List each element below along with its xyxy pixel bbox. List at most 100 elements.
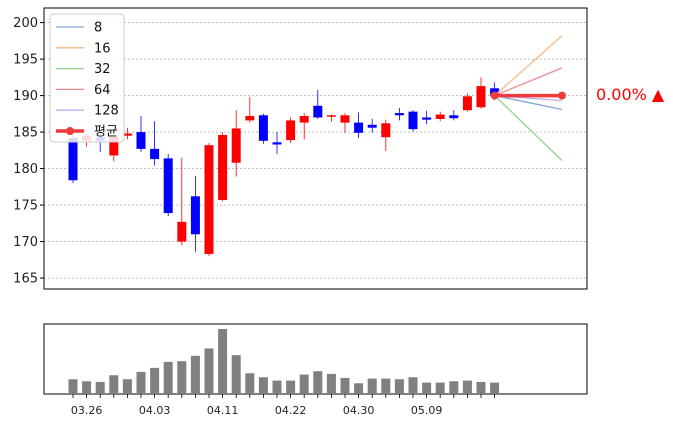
x-tick-label: 04.11 bbox=[207, 404, 239, 417]
volume-bar bbox=[245, 373, 255, 394]
candle-body bbox=[313, 105, 323, 118]
legend-label: 128 bbox=[94, 104, 119, 119]
candle bbox=[150, 121, 160, 166]
candle bbox=[245, 97, 255, 123]
y-tick-label: 170 bbox=[13, 235, 38, 250]
legend-item: 128 bbox=[56, 104, 119, 119]
candle bbox=[381, 119, 391, 152]
volume-bar bbox=[136, 371, 146, 394]
legend-frame bbox=[49, 13, 125, 143]
projection-line-8 bbox=[494, 94, 563, 111]
volume-bar bbox=[95, 381, 105, 394]
candle bbox=[272, 132, 282, 154]
volume-bar bbox=[150, 367, 160, 394]
volume-bar bbox=[231, 355, 241, 394]
volume-bar bbox=[177, 361, 187, 394]
candle bbox=[476, 77, 486, 109]
candle-body bbox=[340, 115, 350, 123]
projection-line-64 bbox=[494, 67, 563, 97]
volume-bar bbox=[218, 329, 228, 394]
candle-body bbox=[122, 133, 132, 136]
candle bbox=[218, 132, 228, 202]
candle-body bbox=[394, 113, 404, 116]
candle-body bbox=[109, 136, 119, 156]
candle bbox=[177, 157, 187, 246]
volume-bar bbox=[204, 348, 214, 394]
x-tick-label: 03.26 bbox=[71, 404, 103, 417]
volume-bar bbox=[408, 377, 418, 394]
volume-bar bbox=[354, 383, 364, 394]
y-tick-label: 195 bbox=[13, 53, 38, 68]
candle-body bbox=[286, 120, 296, 141]
candle bbox=[408, 110, 418, 132]
y-tick-label: 175 bbox=[13, 199, 38, 214]
price-panel: 165 170 175 180 185 190 195 200 0.00% ▲ 8 16 32 64… bbox=[13, 7, 665, 290]
x-tick-label: 04.22 bbox=[275, 404, 307, 417]
volume-panel: 03.26 04.03 04.11 04.22 04.30 05.09 bbox=[43, 323, 588, 417]
candle bbox=[122, 127, 132, 140]
candle-body bbox=[422, 117, 432, 120]
candle bbox=[286, 117, 296, 144]
legend-item: 16 bbox=[56, 41, 111, 56]
volume-bar bbox=[190, 355, 200, 394]
volume-bar bbox=[449, 381, 459, 394]
candle bbox=[204, 143, 214, 257]
candle bbox=[367, 118, 377, 133]
volume-x-ticks: 03.26 04.03 04.11 04.22 04.30 05.09 bbox=[71, 394, 496, 417]
volume-bar bbox=[340, 377, 350, 394]
candle-body bbox=[68, 137, 78, 181]
candle bbox=[422, 110, 432, 125]
legend-item: 64 bbox=[56, 83, 111, 98]
legend-item: 평균 bbox=[56, 125, 118, 140]
volume-bar bbox=[422, 382, 432, 394]
volume-bar bbox=[490, 382, 500, 394]
candle-body bbox=[299, 116, 309, 123]
volume-bar bbox=[82, 381, 92, 394]
candle bbox=[258, 113, 268, 144]
projection-average-start-marker bbox=[490, 91, 499, 100]
volume-bar bbox=[367, 378, 377, 394]
candle-body bbox=[245, 116, 255, 121]
projection-line-32 bbox=[494, 95, 563, 162]
candle bbox=[340, 113, 350, 133]
price-panel-frame bbox=[43, 7, 588, 290]
candle-body bbox=[150, 148, 160, 160]
projection-line-16 bbox=[494, 35, 563, 97]
volume-bar bbox=[286, 380, 296, 394]
legend-item: 8 bbox=[56, 21, 102, 36]
candle-body bbox=[136, 132, 146, 149]
candle-body bbox=[177, 221, 187, 242]
candle-body bbox=[272, 142, 282, 145]
candle bbox=[136, 116, 146, 152]
candle bbox=[394, 107, 404, 121]
candle-body bbox=[204, 145, 214, 254]
x-tick-label: 05.09 bbox=[411, 404, 443, 417]
candle bbox=[190, 175, 200, 252]
candle-body bbox=[218, 134, 228, 200]
y-tick-label: 165 bbox=[13, 272, 38, 287]
legend-label: 8 bbox=[94, 21, 102, 36]
legend-label: 16 bbox=[94, 41, 111, 56]
candle-body bbox=[190, 196, 200, 235]
candle-body bbox=[258, 115, 268, 141]
projection-lines bbox=[490, 35, 566, 162]
candle-body bbox=[476, 86, 486, 108]
legend-items: 8 16 32 64 128 평균 bbox=[56, 21, 119, 140]
volume-bar bbox=[299, 374, 309, 394]
volume-bar bbox=[313, 371, 323, 394]
projection-average-end-marker bbox=[558, 91, 566, 100]
candle bbox=[449, 110, 459, 121]
candle bbox=[462, 93, 472, 112]
candle-body bbox=[163, 158, 173, 214]
candle bbox=[299, 113, 309, 140]
volume-bar bbox=[272, 380, 282, 394]
candle-body bbox=[231, 128, 241, 163]
legend-label: 32 bbox=[94, 62, 111, 77]
candle-body bbox=[381, 123, 391, 138]
legend-swatch-marker bbox=[66, 127, 74, 135]
x-tick-label: 04.03 bbox=[139, 404, 171, 417]
candle bbox=[354, 112, 364, 138]
candle bbox=[435, 111, 445, 122]
volume-bar bbox=[435, 382, 445, 394]
